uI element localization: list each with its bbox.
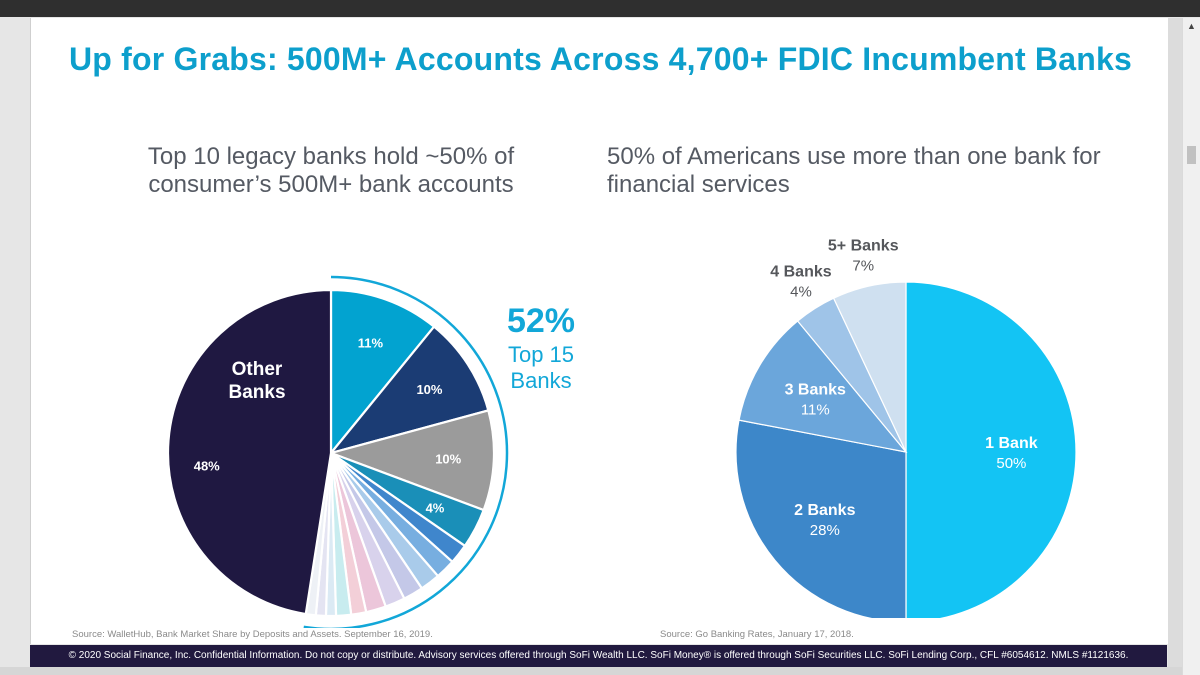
right-slice-value-5: 7%: [852, 258, 874, 275]
left-slice-name-line-2: Banks: [228, 382, 285, 403]
right-slice-value-3: 11%: [801, 401, 830, 418]
right-pie-slice-2: [735, 419, 907, 618]
vertical-scrollbar[interactable]: ▲: [1182, 18, 1200, 675]
right-pie-slice-1: [905, 281, 1077, 618]
top-window-bar: [0, 0, 1200, 17]
left-slice-name-line-1: Other: [232, 359, 283, 380]
right-pie-chart: 1 Bank 50% 2 Banks 28% 3 Banks 11% 4 Banks 4% 5+…: [735, 238, 1077, 618]
right-slice-value-2: 28%: [810, 522, 840, 539]
top-15-banks-bracket-arc: [303, 275, 509, 628]
right-subtitle: 50% of Americans use more than one bank …: [607, 143, 1101, 198]
right-pie-slice-3: [738, 320, 908, 453]
left-subtitle: Top 10 legacy banks hold ~50% of consume…: [147, 143, 515, 198]
right-pie-slice-5: [832, 281, 907, 453]
right-slice-category-2: 2 Banks: [794, 502, 855, 519]
left-pie-slice-16: [166, 288, 333, 616]
left-slice-value-label-3: 10%: [435, 451, 461, 466]
scroll-up-icon[interactable]: ▲: [1187, 21, 1196, 31]
right-slice-value-1: 50%: [996, 455, 1026, 472]
scrollbar-thumb[interactable]: [1187, 146, 1196, 164]
right-slice-category-1: 1 Bank: [985, 435, 1038, 452]
left-slice-value-label-16: 48%: [194, 459, 220, 474]
window-gutter: [1168, 18, 1182, 675]
top-15-label-line-1: Top 15: [508, 342, 574, 367]
left-pie-slice-1: [329, 288, 436, 457]
top-15-label-line-2: Banks: [510, 368, 571, 393]
left-slice-value-label-4: 4%: [426, 500, 445, 515]
right-slice-category-5: 5+ Banks: [828, 238, 899, 255]
right-source-note: Source: Go Banking Rates, January 17, 20…: [660, 629, 854, 640]
left-pie-slice-2: [327, 325, 490, 455]
right-slice-category-4: 4 Banks: [770, 264, 831, 281]
left-pie-slice-3: [327, 409, 496, 512]
left-slice-value-label-1: 11%: [358, 335, 384, 350]
left-source-note: Source: WalletHub, Bank Market Share by …: [72, 629, 433, 640]
slide: Up for Grabs: 500M+ Accounts Across 4,70…: [30, 18, 1168, 644]
slide-title: Up for Grabs: 500M+ Accounts Across 4,70…: [69, 41, 1132, 77]
footer-disclaimer: © 2020 Social Finance, Inc. Confidential…: [30, 645, 1167, 667]
left-slice-value-label-2: 10%: [416, 382, 442, 397]
top-15-share-value: 52%: [507, 302, 575, 340]
bottom-gutter: [0, 667, 1182, 675]
right-slice-category-3: 3 Banks: [785, 381, 846, 398]
right-slice-value-4: 4%: [790, 284, 812, 301]
